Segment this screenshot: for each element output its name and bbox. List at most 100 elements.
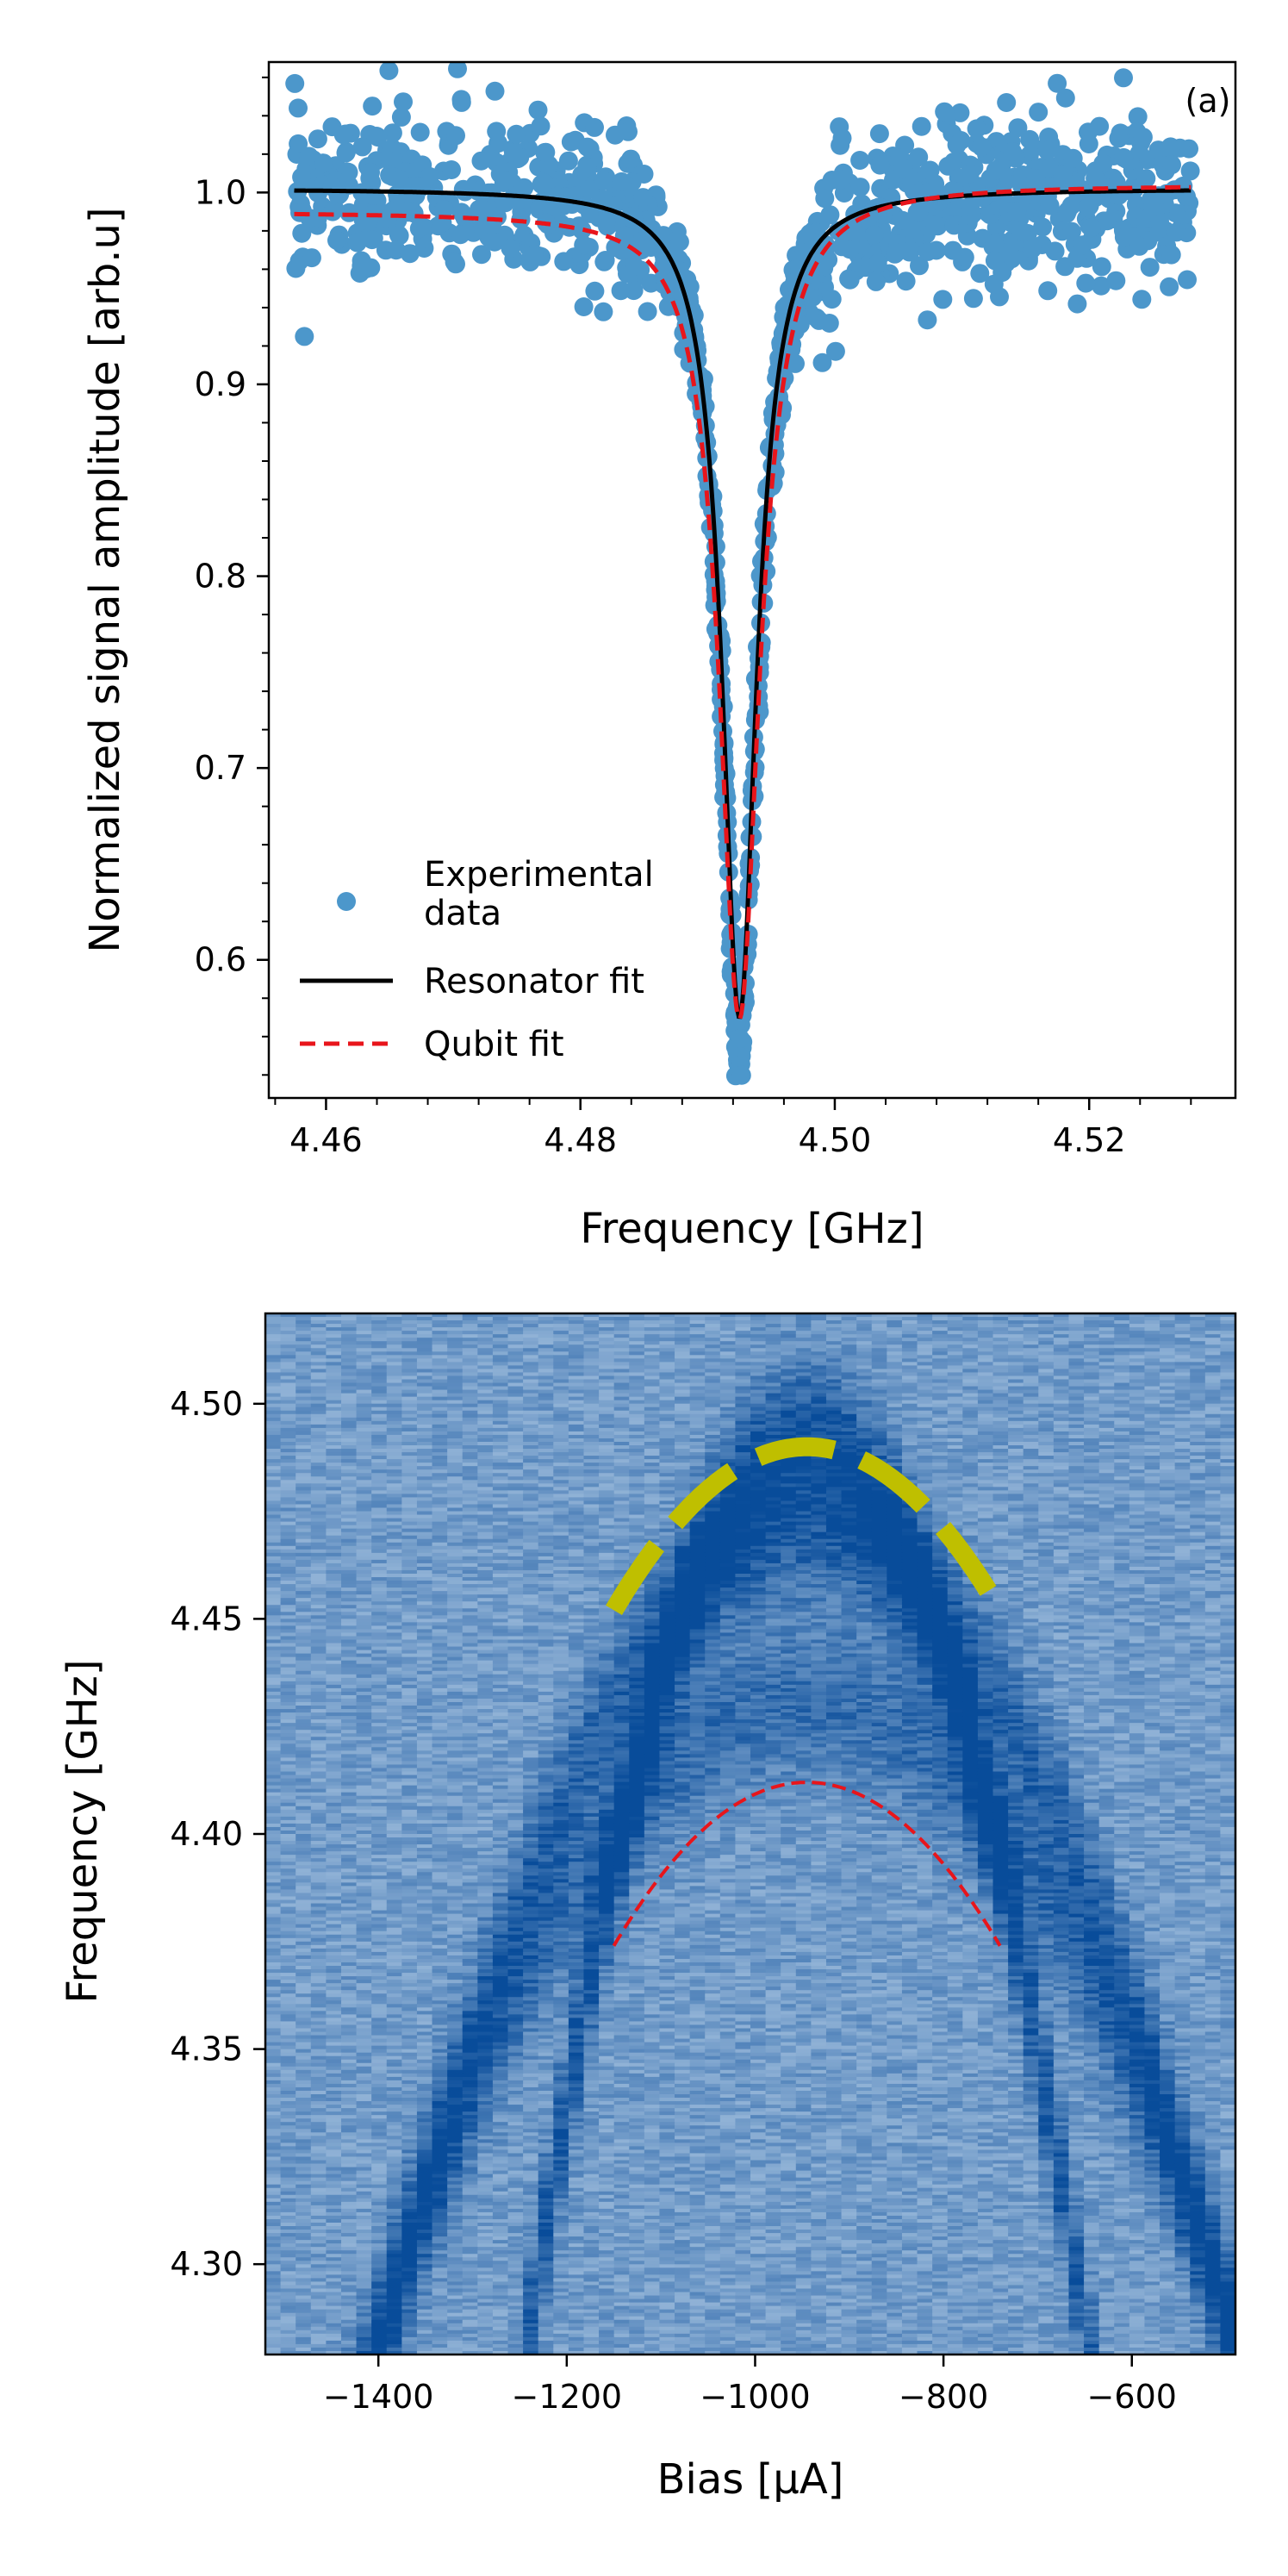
heatmap-cell xyxy=(1160,1334,1176,1338)
heatmap-cell xyxy=(507,1473,524,1477)
heatmap-cell xyxy=(553,1500,569,1506)
heatmap-cell xyxy=(538,1494,554,1499)
heatmap-cell xyxy=(1084,1313,1100,1318)
heatmap-cell xyxy=(1084,1389,1100,1394)
heatmap-cell xyxy=(340,1514,358,1519)
heatmap-cell xyxy=(629,1504,645,1509)
heatmap-cell xyxy=(781,1365,797,1370)
heatmap-cell xyxy=(1068,1434,1085,1439)
heatmap-cell xyxy=(1190,1469,1206,1474)
heatmap-cell xyxy=(750,1487,767,1491)
heatmap-cell xyxy=(962,1494,979,1499)
heatmap-cell xyxy=(553,1317,569,1321)
heatmap-cell xyxy=(1053,1511,1070,1516)
heatmap-cell xyxy=(1144,1504,1160,1509)
heatmap-cell xyxy=(962,1507,979,1513)
heatmap-cell xyxy=(887,1344,903,1349)
heatmap-cell xyxy=(1008,1365,1024,1370)
heatmap-cell xyxy=(644,1459,661,1463)
heatmap-cell xyxy=(795,1396,812,1401)
heatmap-cell xyxy=(462,1313,478,1318)
heatmap-cell xyxy=(1023,1427,1039,1432)
heatmap-cell xyxy=(401,1407,418,1412)
heatmap-cell xyxy=(599,1494,615,1499)
heatmap-cell xyxy=(599,1351,615,1356)
heatmap-cell xyxy=(280,1386,296,1391)
heatmap-cell xyxy=(675,1341,691,1345)
heatmap-cell xyxy=(1084,1410,1100,1415)
heatmap-cell xyxy=(1160,1320,1176,1325)
heatmap-cell xyxy=(735,1507,751,1513)
heatmap-cell xyxy=(841,1365,857,1370)
heatmap-cell xyxy=(386,1445,402,1450)
heatmap-cell xyxy=(416,1459,433,1463)
heatmap-cell xyxy=(871,1344,887,1349)
heatmap-cell xyxy=(841,1417,857,1422)
heatmap-cell xyxy=(1129,1497,1146,1502)
data-point xyxy=(531,116,551,136)
heatmap-cell xyxy=(705,1407,721,1412)
heatmap-cell xyxy=(629,1407,645,1412)
heatmap-cell xyxy=(1220,1441,1235,1446)
heatmap-cell xyxy=(1084,1386,1100,1391)
heatmap-cell xyxy=(1174,1317,1191,1321)
heatmap-cell xyxy=(659,1456,675,1460)
heatmap-cell xyxy=(583,1393,600,1398)
heatmap-cell xyxy=(1098,1348,1115,1352)
heatmap-cell xyxy=(1053,1507,1070,1513)
heatmap-cell xyxy=(705,1369,721,1374)
heatmap-cell xyxy=(1068,1452,1085,1456)
heatmap-cell xyxy=(1144,1480,1160,1484)
heatmap-cell xyxy=(962,1459,979,1463)
heatmap-cell xyxy=(462,1403,478,1408)
heatmap-cell xyxy=(629,1476,645,1481)
heatmap-cell xyxy=(1053,1344,1070,1349)
heatmap-cell xyxy=(599,1427,615,1432)
heatmap-cell xyxy=(719,1511,736,1516)
heatmap-cell xyxy=(507,1389,524,1394)
heatmap-cell xyxy=(1098,1400,1115,1405)
heatmap-cell xyxy=(447,1466,464,1470)
heatmap-cell xyxy=(1204,1463,1221,1467)
heatmap-cell xyxy=(1220,1456,1235,1460)
heatmap-cell xyxy=(719,1452,736,1456)
heatmap-cell xyxy=(1144,1396,1160,1401)
heatmap-cell xyxy=(719,1393,736,1398)
heatmap-cell xyxy=(523,1427,539,1432)
heatmap-cell xyxy=(568,1313,585,1318)
heatmap-cell xyxy=(705,1324,721,1328)
heatmap-cell xyxy=(1144,1459,1160,1463)
heatmap-cell xyxy=(492,1327,509,1332)
heatmap-cell xyxy=(1098,1327,1115,1332)
heatmap-cell xyxy=(750,1494,767,1499)
heatmap-cell xyxy=(310,1369,327,1374)
heatmap-cell xyxy=(553,1372,569,1377)
data-point xyxy=(967,119,986,139)
heatmap-cell xyxy=(1098,1463,1115,1467)
heatmap-cell xyxy=(1220,1386,1235,1391)
heatmap-cell xyxy=(1204,1466,1221,1470)
heatmap-cell xyxy=(932,1331,949,1335)
heatmap-cell xyxy=(462,1424,478,1429)
data-point xyxy=(850,178,870,197)
heatmap-cell xyxy=(781,1358,797,1363)
heatmap-cell xyxy=(1098,1438,1115,1443)
heatmap-cell xyxy=(871,1424,887,1429)
heatmap-cell xyxy=(371,1413,388,1419)
heatmap-cell xyxy=(856,1490,873,1494)
heatmap-cell xyxy=(825,1320,843,1325)
heatmap-cell xyxy=(1220,1483,1235,1488)
heatmap-cell xyxy=(280,1358,296,1363)
heatmap-cell xyxy=(1174,1445,1191,1450)
heatmap-cell xyxy=(1053,1338,1070,1342)
heatmap-cell xyxy=(462,1449,478,1453)
heatmap-cell xyxy=(1008,1483,1024,1488)
heatmap-cell xyxy=(901,1362,918,1366)
heatmap-cell xyxy=(1220,1327,1235,1332)
heatmap-cell xyxy=(1008,1348,1024,1352)
heatmap-cell xyxy=(371,1355,388,1359)
heatmap-cell xyxy=(538,1511,554,1516)
heatmap-cell xyxy=(538,1459,554,1463)
heatmap-cell xyxy=(1160,1372,1176,1377)
heatmap-cell xyxy=(265,1514,282,1519)
